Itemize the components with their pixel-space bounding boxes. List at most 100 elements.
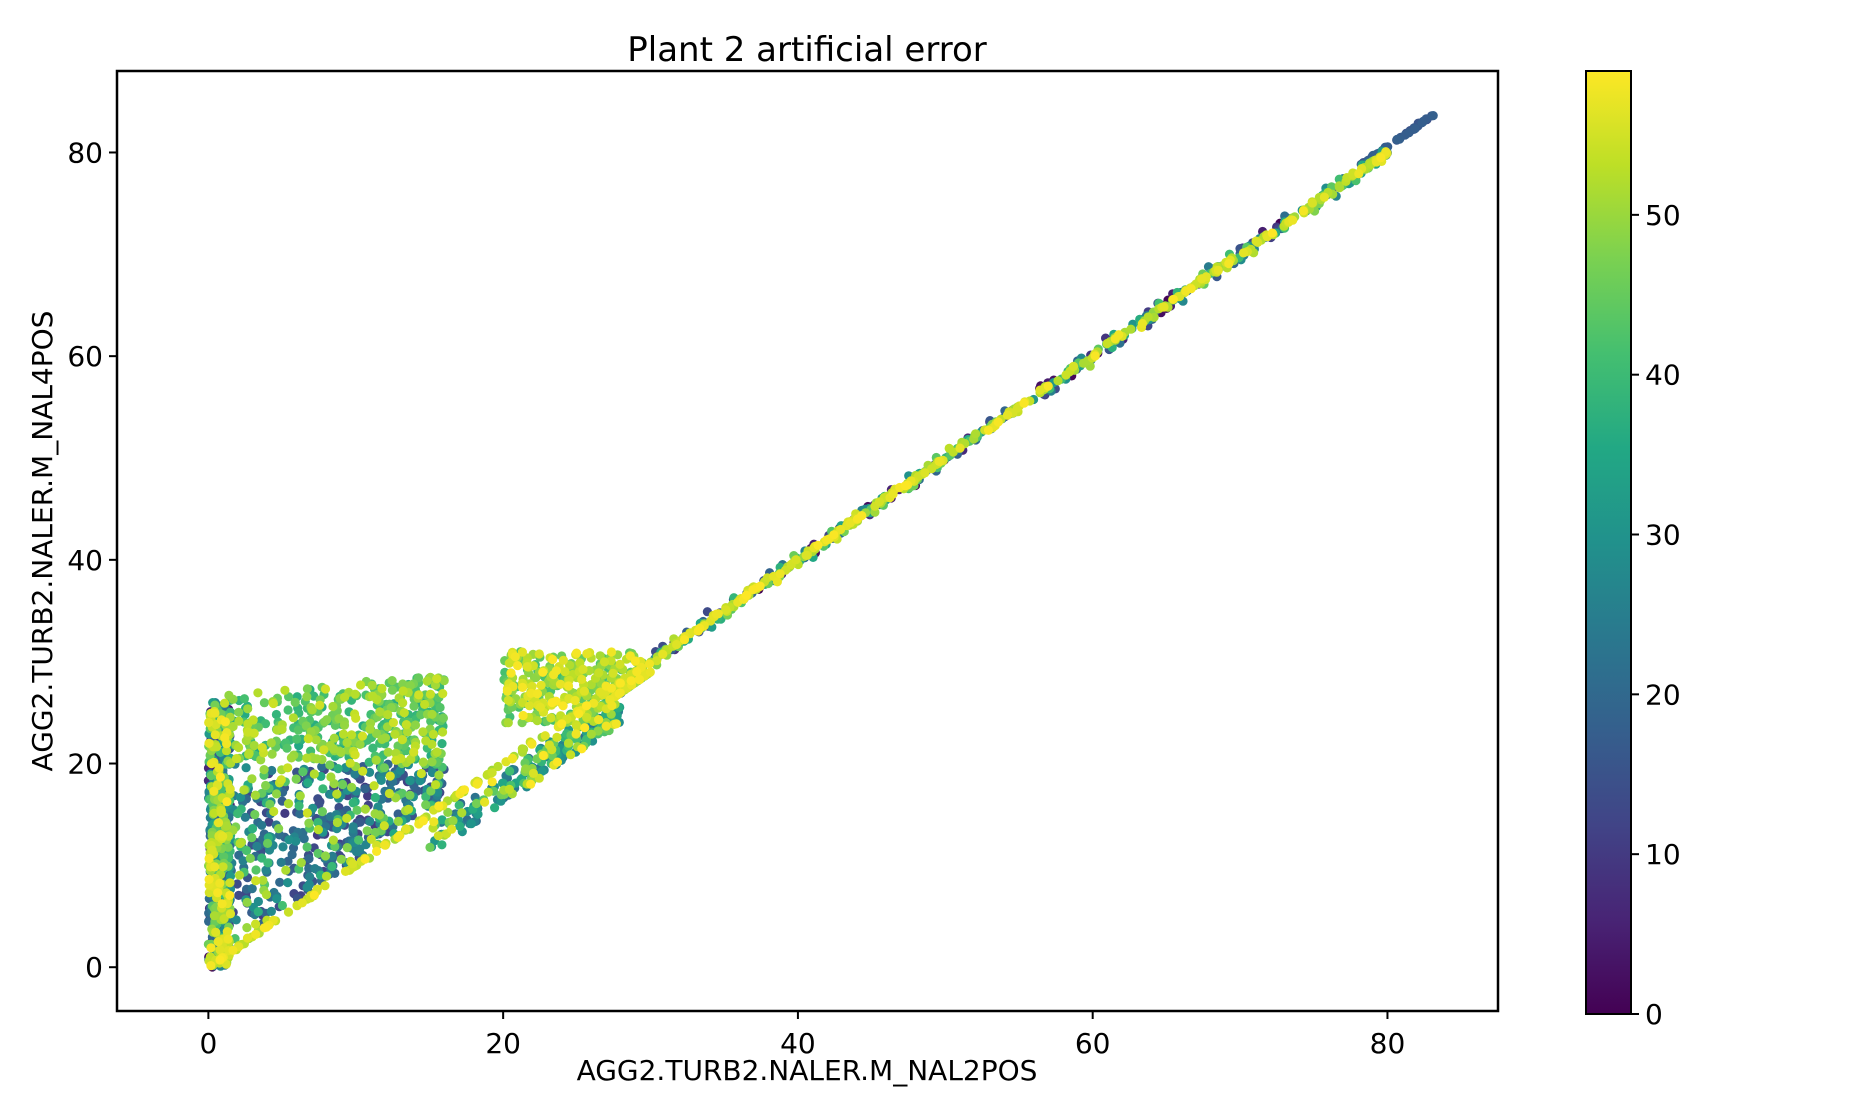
data-point: [206, 943, 216, 953]
data-point: [829, 530, 839, 540]
data-point: [447, 824, 457, 834]
data-point: [261, 865, 271, 875]
data-point: [364, 757, 374, 767]
data-point: [557, 719, 567, 729]
data-point: [401, 824, 411, 834]
data-point: [302, 842, 312, 852]
data-point: [1307, 198, 1317, 208]
data-point: [222, 797, 232, 807]
data-point: [410, 720, 421, 730]
data-point: [418, 727, 428, 737]
data-point: [517, 718, 527, 728]
data-point: [332, 789, 342, 799]
data-point: [225, 909, 236, 919]
data-point: [472, 779, 482, 789]
data-point: [383, 710, 393, 720]
data-point: [326, 772, 336, 782]
data-point: [224, 690, 234, 701]
data-point: [304, 854, 314, 864]
data-point: [348, 824, 358, 834]
data-point: [409, 701, 419, 711]
data-point: [493, 761, 503, 772]
data-point: [313, 825, 323, 835]
data-point: [264, 817, 274, 827]
data-point: [263, 858, 273, 868]
data-point: [333, 764, 343, 774]
data-point: [362, 826, 372, 836]
data-point: [517, 647, 528, 657]
data-point: [577, 744, 587, 754]
data-point: [571, 648, 582, 658]
data-point: [384, 788, 394, 799]
data-point: [565, 660, 575, 670]
data-point: [506, 668, 516, 678]
data-point: [204, 874, 214, 885]
data-point: [679, 635, 690, 645]
data-point: [1213, 265, 1223, 275]
data-point: [271, 789, 282, 799]
data-point: [487, 777, 497, 787]
data-point: [379, 763, 389, 773]
data-point: [355, 739, 365, 750]
data-point: [277, 724, 287, 735]
data-point: [259, 698, 269, 708]
data-point: [215, 955, 225, 965]
data-point: [504, 784, 514, 795]
data-point: [303, 778, 313, 788]
data-point: [606, 647, 617, 657]
data-point: [371, 755, 381, 765]
data-point: [278, 842, 288, 852]
y-tick-label: 20: [67, 748, 103, 781]
data-point: [920, 468, 930, 478]
data-point: [558, 701, 568, 711]
data-point: [1334, 181, 1344, 191]
data-point: [244, 748, 254, 759]
data-point: [471, 798, 482, 809]
data-point: [320, 881, 330, 891]
data-point: [1035, 385, 1045, 395]
data-point: [594, 715, 604, 725]
data-point: [358, 766, 368, 776]
data-point: [434, 801, 444, 811]
data-point: [338, 729, 349, 739]
data-point: [401, 720, 411, 730]
data-point: [393, 816, 403, 827]
data-point: [234, 870, 245, 880]
data-point: [581, 701, 592, 711]
data-point: [304, 818, 314, 828]
plot-frame: [115, 69, 1500, 1013]
data-point: [801, 550, 811, 561]
data-point: [558, 655, 569, 665]
data-point: [399, 708, 409, 718]
data-point: [350, 689, 360, 699]
data-point: [693, 626, 703, 636]
data-point: [295, 791, 305, 801]
data-point: [336, 854, 346, 864]
data-point: [748, 585, 758, 595]
data-point: [425, 689, 435, 699]
data-point: [283, 878, 293, 888]
data-point: [527, 739, 537, 749]
data-point: [234, 716, 244, 726]
x-tick-label: 20: [485, 1027, 521, 1060]
data-point: [257, 820, 267, 830]
data-point: [538, 750, 549, 761]
data-point: [320, 684, 331, 694]
data-point: [247, 824, 258, 834]
data-point: [1053, 376, 1063, 386]
data-point: [416, 768, 426, 779]
data-point: [571, 729, 581, 739]
data-point: [265, 799, 275, 810]
data-point: [546, 713, 556, 723]
data-point: [251, 876, 261, 886]
data-point: [544, 740, 555, 750]
data-point: [367, 680, 377, 691]
data-point: [220, 698, 230, 708]
data-point: [772, 577, 783, 587]
data-point: [503, 718, 513, 728]
data-point: [370, 827, 380, 838]
data-point: [427, 739, 437, 750]
data-point: [296, 858, 306, 868]
data-point: [615, 659, 625, 670]
